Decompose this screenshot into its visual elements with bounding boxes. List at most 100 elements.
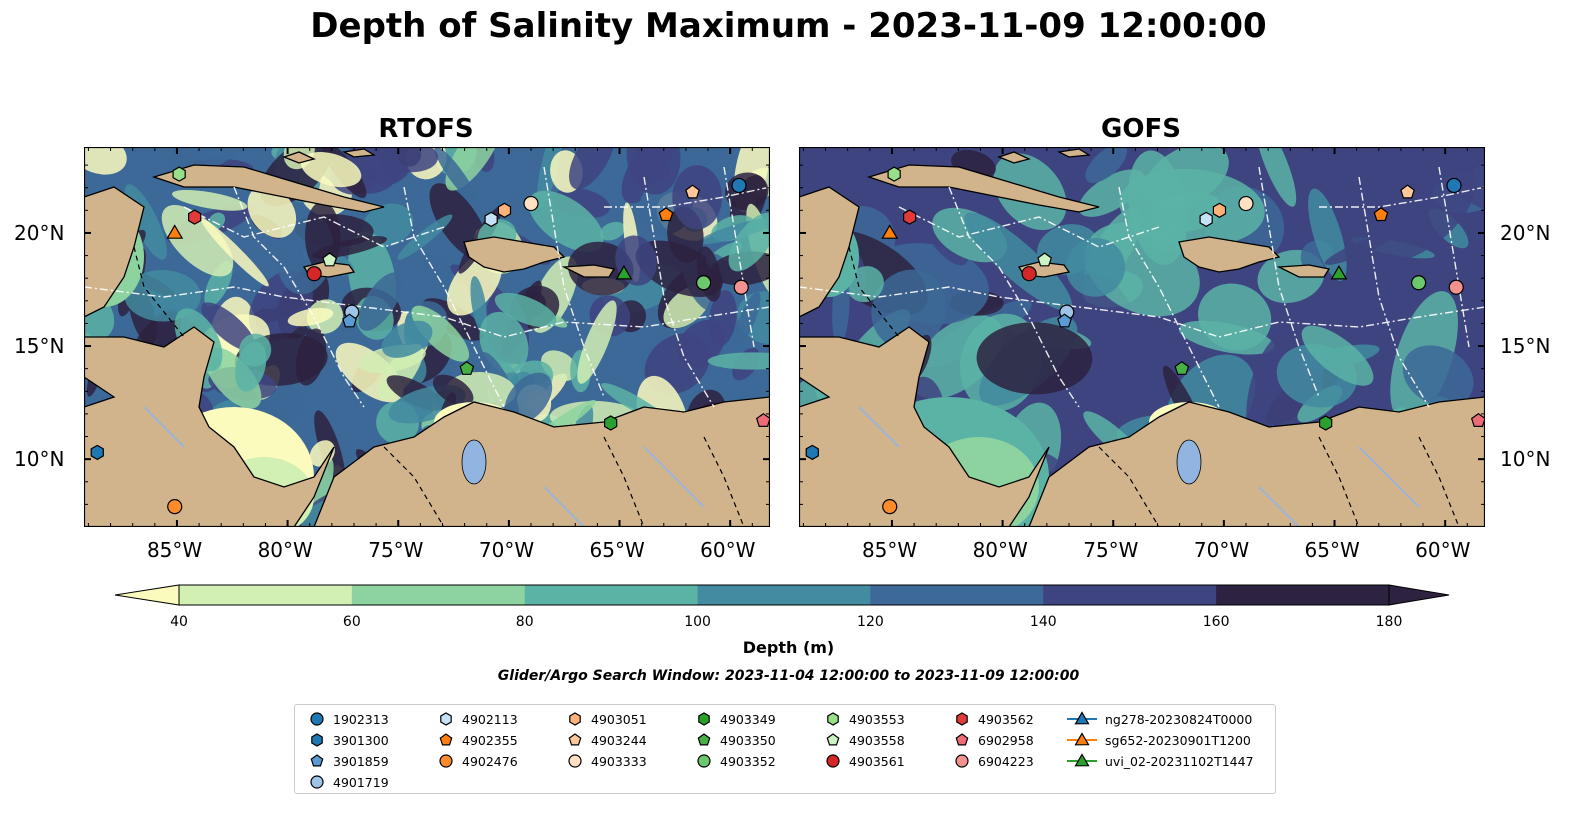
marker-4902355[interactable] <box>439 733 453 746</box>
legend-marker-icon <box>827 712 839 726</box>
legend-label: 4902355 <box>462 732 518 748</box>
legend-item: 4903350 <box>696 732 776 748</box>
marker-4902113[interactable] <box>484 211 498 228</box>
lon-tick-label: 80°W <box>972 538 1028 562</box>
marker-4903244[interactable] <box>1400 184 1415 199</box>
marker-4903333[interactable] <box>523 195 539 212</box>
marker-1902313[interactable] <box>731 177 747 194</box>
marker-4903051[interactable] <box>497 202 512 218</box>
legend-item: 4903558 <box>825 732 905 748</box>
colorbar-extend-max <box>1388 584 1450 606</box>
marker-4903349[interactable] <box>603 415 618 431</box>
legend: 1902313 3901300 3901859 4901719 4902113 49023… <box>294 704 1276 794</box>
colorbar-segment <box>1216 585 1390 605</box>
marker-6902958[interactable] <box>955 733 969 746</box>
map-rtofs[interactable] <box>84 147 770 527</box>
marker-1902313[interactable] <box>310 712 324 726</box>
marker-4903558[interactable] <box>322 252 338 267</box>
legend-marker-icon <box>310 754 324 767</box>
figure-title: Depth of Salinity Maximum - 2023-11-09 1… <box>310 6 1267 46</box>
legend-item: 3901859 <box>309 753 389 769</box>
marker-4903349[interactable] <box>1318 415 1333 431</box>
marker-4903561[interactable] <box>1021 266 1037 282</box>
marker-6902958[interactable] <box>1470 412 1485 427</box>
marker-4903333[interactable] <box>568 754 582 768</box>
legend-item: 4903553 <box>825 711 905 727</box>
marker-4903244[interactable] <box>685 184 700 199</box>
lon-tick-label: 60°W <box>1415 538 1471 562</box>
legend-label: 4903350 <box>720 732 776 748</box>
marker-uvi_02-20231102T1447[interactable] <box>1074 753 1090 767</box>
marker-4903350[interactable] <box>697 733 711 746</box>
marker-4903561[interactable] <box>826 754 840 768</box>
marker-4903333[interactable] <box>1238 195 1254 212</box>
marker-uvi_02-20231102T1447[interactable] <box>1330 265 1348 280</box>
marker-3901300[interactable] <box>311 733 323 747</box>
marker-6904223[interactable] <box>955 754 969 768</box>
marker-4903244[interactable] <box>568 733 582 746</box>
marker-4903562[interactable] <box>187 209 202 225</box>
marker-4903553[interactable] <box>827 712 839 726</box>
lat-tick-label: 10°N <box>14 447 65 472</box>
marker-4903349[interactable] <box>698 712 710 726</box>
legend-marker-icon <box>568 754 582 768</box>
lon-tick-label: 80°W <box>257 538 313 562</box>
marker-4902113[interactable] <box>440 712 452 726</box>
marker-4903558[interactable] <box>1037 252 1053 267</box>
legend-item: 3901300 <box>309 732 389 748</box>
marker-4903562[interactable] <box>902 209 917 225</box>
marker-sg652-20230901T1200[interactable] <box>881 224 899 239</box>
marker-ng278-20230824T0000[interactable] <box>1074 711 1090 725</box>
marker-4903562[interactable] <box>956 712 968 726</box>
map-gofs[interactable] <box>799 147 1485 527</box>
marker-3901300[interactable] <box>805 444 819 461</box>
marker-4903051[interactable] <box>569 712 581 726</box>
lon-tick-label: 65°W <box>1304 538 1360 562</box>
marker-uvi_02-20231102T1447[interactable] <box>615 265 633 280</box>
marker-4903352[interactable] <box>696 275 712 291</box>
marker-4903350[interactable] <box>1174 360 1190 375</box>
legend-marker-icon <box>310 712 324 726</box>
marker-3901300[interactable] <box>90 444 104 461</box>
marker-4903352[interactable] <box>1411 275 1427 291</box>
marker-3901859[interactable] <box>310 754 324 767</box>
colorbar-tick-label: 100 <box>684 614 711 630</box>
marker-4903558[interactable] <box>826 733 840 746</box>
legend-item: 4903352 <box>696 753 776 769</box>
marker-sg652-20230901T1200[interactable] <box>1074 732 1090 746</box>
legend-marker-icon <box>1067 732 1097 746</box>
marker-4902113[interactable] <box>1199 211 1213 228</box>
legend-item: 6904223 <box>954 753 1034 769</box>
lon-tick-label: 70°W <box>478 538 535 562</box>
legend-item: 4903562 <box>954 711 1034 727</box>
marker-6904223[interactable] <box>733 279 749 295</box>
marker-1902313[interactable] <box>1446 177 1462 194</box>
lon-tick-label: 85°W <box>146 538 203 562</box>
marker-4902476[interactable] <box>882 499 898 515</box>
marker-sg652-20230901T1200[interactable] <box>166 224 184 239</box>
legend-marker-icon <box>1067 753 1097 767</box>
lon-tick-label: 85°W <box>861 538 918 562</box>
marker-4903051[interactable] <box>1212 202 1227 218</box>
marker-4901719[interactable] <box>310 775 324 789</box>
marker-4903553[interactable] <box>172 166 186 182</box>
marker-4902476[interactable] <box>439 754 453 768</box>
marker-4903352[interactable] <box>697 754 711 768</box>
marker-4903561[interactable] <box>306 266 322 282</box>
legend-item: 4903349 <box>696 711 776 727</box>
legend-label: 3901300 <box>333 732 389 748</box>
marker-4903553[interactable] <box>887 166 901 182</box>
marker-3901859[interactable] <box>342 313 357 328</box>
legend-marker-icon <box>439 733 453 746</box>
legend-marker-icon <box>697 754 711 768</box>
marker-4903350[interactable] <box>459 360 475 375</box>
marker-6904223[interactable] <box>1448 279 1464 295</box>
marker-4902355[interactable] <box>1373 207 1389 222</box>
colorbar-segment <box>697 585 871 605</box>
marker-4902476[interactable] <box>167 499 183 515</box>
marker-4902355[interactable] <box>658 207 674 222</box>
legend-marker-icon <box>956 712 968 726</box>
marker-3901859[interactable] <box>1057 313 1072 328</box>
marker-6902958[interactable] <box>755 412 770 427</box>
lon-tick-label: 60°W <box>700 538 756 562</box>
